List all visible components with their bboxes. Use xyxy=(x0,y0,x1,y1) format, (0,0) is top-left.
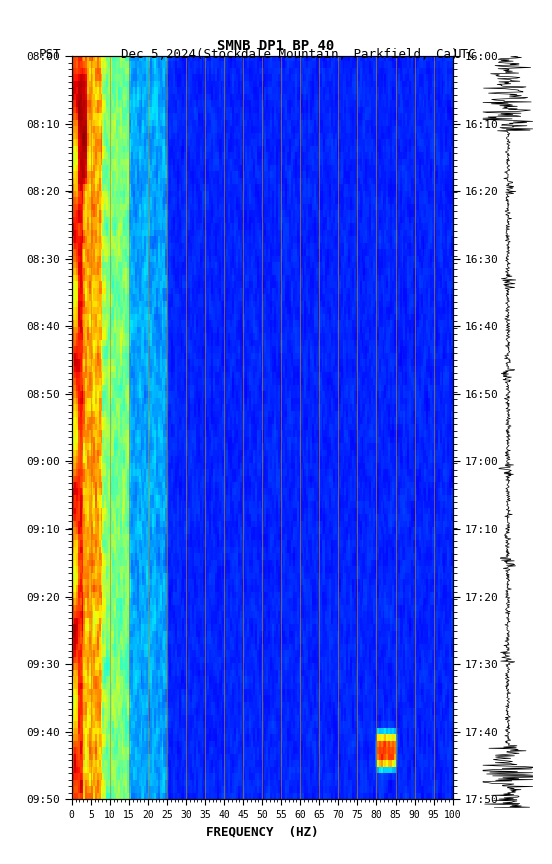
Text: SMNB DP1 BP 40: SMNB DP1 BP 40 xyxy=(217,39,335,53)
X-axis label: FREQUENCY  (HZ): FREQUENCY (HZ) xyxy=(206,825,319,838)
Text: Dec 5,2024(Stockdale Mountain, Parkfield, Ca): Dec 5,2024(Stockdale Mountain, Parkfield… xyxy=(121,48,459,60)
Text: PST: PST xyxy=(39,48,61,60)
Text: UTC: UTC xyxy=(453,48,475,60)
